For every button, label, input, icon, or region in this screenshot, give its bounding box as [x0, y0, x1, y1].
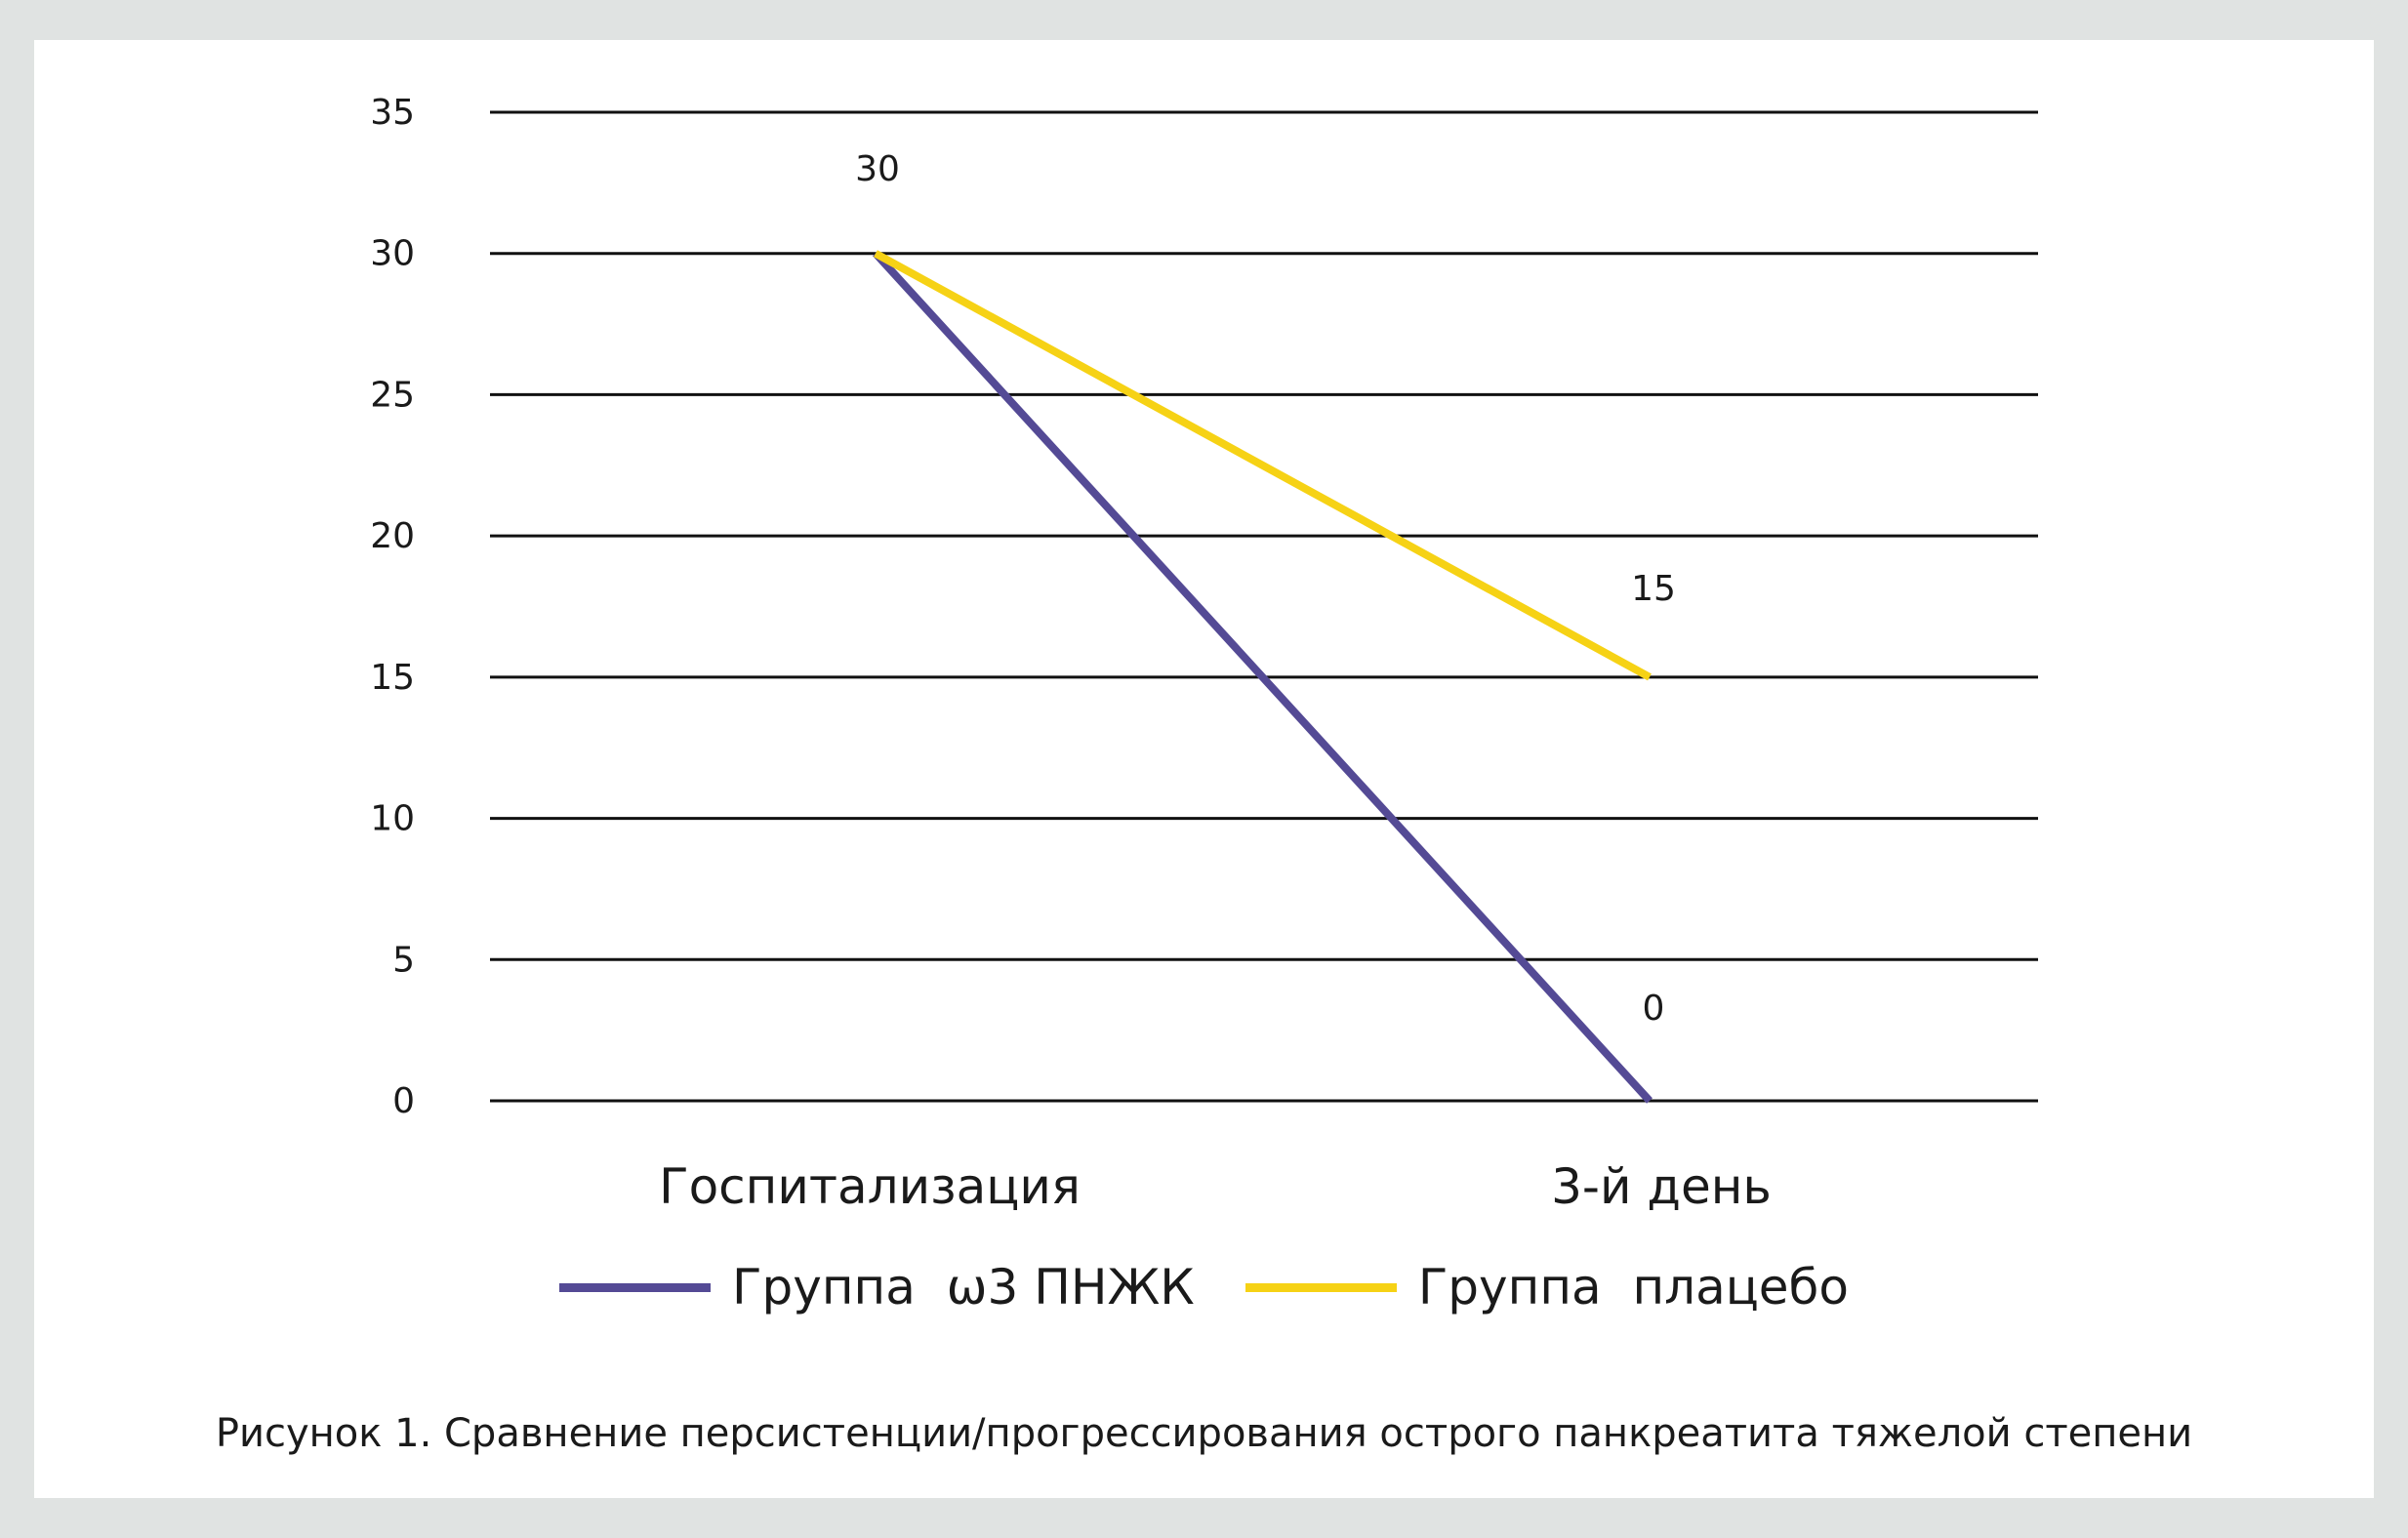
y-tick-label-20: 20 — [370, 516, 415, 556]
y-tick-label-0: 0 — [392, 1081, 415, 1121]
legend-label-omega3: Группа ω3 ПНЖК — [732, 1259, 1195, 1315]
y-tick-label-15: 15 — [370, 658, 415, 698]
y-tick-label-30: 30 — [370, 234, 415, 274]
chart-card — [34, 40, 2374, 1498]
legend-swatch-omega3 — [559, 1282, 712, 1292]
legend-swatch-placebo — [1245, 1282, 1397, 1292]
y-tick-label-10: 10 — [370, 799, 415, 839]
y-tick-label-35: 35 — [370, 93, 415, 133]
data-label-1: 15 — [1631, 569, 1676, 609]
x-axis-categories: Госпитализация 3-й день — [659, 1158, 1772, 1215]
legend-item-placebo: Группа плацебо — [1245, 1259, 1849, 1315]
legend-label-placebo: Группа плацебо — [1417, 1259, 1849, 1315]
gridlines — [490, 110, 2038, 1103]
series-line-1 — [874, 250, 1652, 681]
y-tick-label-5: 5 — [392, 940, 415, 980]
series-line-0 — [873, 251, 1653, 1104]
y-tick-label-25: 25 — [370, 375, 415, 415]
data-label-2: 0 — [1643, 989, 1665, 1029]
category-label-1: 3-й день — [1551, 1158, 1772, 1215]
data-labels: 30 15 0 — [855, 149, 1676, 1029]
data-label-0: 30 — [855, 149, 900, 189]
legend: Группа ω3 ПНЖК Группа плацебо — [0, 1259, 2408, 1315]
series-lines — [873, 250, 1653, 1104]
legend-item-omega3: Группа ω3 ПНЖК — [559, 1259, 1195, 1315]
figure-caption: Рисунок 1. Сравнение персистенции/прогре… — [215, 1411, 2193, 1456]
y-axis-ticks: 0 5 10 15 20 25 30 35 — [370, 93, 415, 1121]
category-label-0: Госпитализация — [659, 1158, 1081, 1215]
